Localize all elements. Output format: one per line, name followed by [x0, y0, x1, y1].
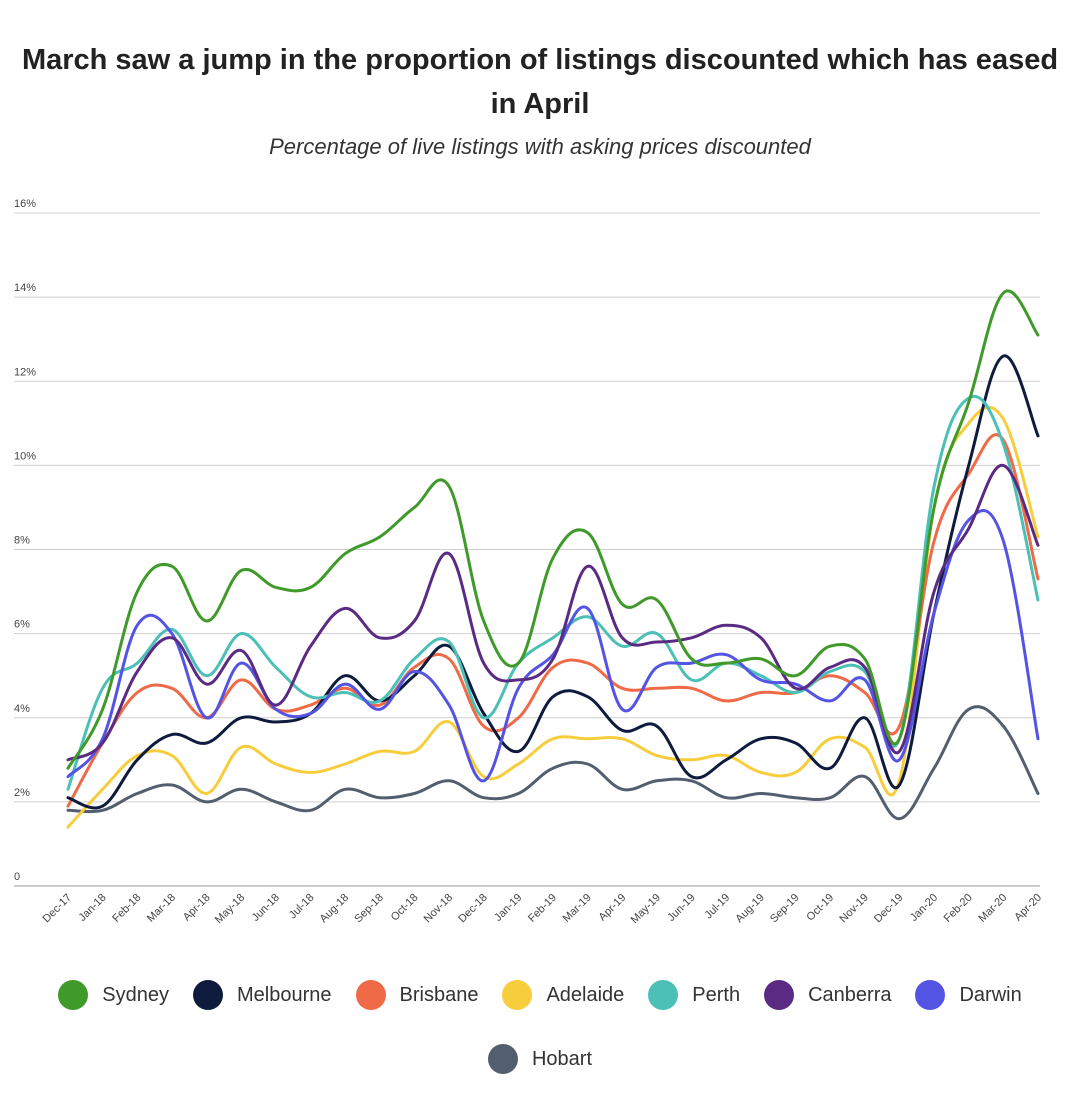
x-tick-label: Feb-20	[942, 892, 975, 925]
legend-label: Perth	[692, 983, 741, 1006]
x-tick-label: Nov-19	[837, 892, 871, 926]
y-tick-label: 6%	[14, 619, 30, 631]
legend-swatch	[192, 980, 223, 1010]
chart-subtitle: Percentage of live listings with asking …	[269, 134, 811, 159]
legend-label: Canberra	[808, 983, 892, 1006]
legend-item-canberra[interactable]: Canberra	[764, 975, 891, 1015]
legend-label: Hobart	[531, 1047, 593, 1070]
x-tick-label: Mar-18	[145, 892, 178, 925]
x-tick-label: Jan-19	[492, 892, 524, 924]
legend-swatch	[58, 980, 89, 1010]
legend: Sydney Melbourne Brisbane Adelaide Perth Canb…	[20, 975, 1060, 1079]
x-tick-label: Apr-19	[597, 892, 629, 924]
x-tick-label: Nov-18	[422, 892, 456, 926]
legend-label: Sydney	[102, 983, 169, 1006]
y-axis-ticks: 0 2% 4% 6% 8% 10% 12% 14% 16%	[14, 198, 36, 883]
x-tick-label: May-19	[629, 892, 663, 926]
grid-lines	[14, 212, 1040, 887]
legend-swatch	[764, 980, 795, 1010]
y-tick-label: 2%	[14, 787, 30, 799]
x-tick-label: Jul-19	[703, 892, 733, 922]
legend-item-perth[interactable]: Perth	[648, 975, 740, 1015]
x-tick-label: Aug-18	[318, 892, 352, 926]
legend-item-melbourne[interactable]: Melbourne	[192, 975, 332, 1015]
x-tick-label: Feb-18	[110, 892, 143, 925]
legend-label: Melbourne	[236, 983, 332, 1006]
legend-label: Brisbane	[399, 983, 479, 1006]
y-tick-label: 12%	[14, 366, 36, 378]
x-tick-label: Dec-17	[41, 892, 75, 926]
y-tick-label: 0	[14, 871, 20, 883]
x-tick-label: Jun-19	[665, 892, 697, 924]
x-tick-label: Mar-19	[561, 892, 594, 925]
x-tick-label: Sep-19	[768, 892, 802, 926]
y-tick-label: 8%	[14, 535, 30, 547]
series-line-canberra	[66, 463, 1040, 762]
legend-item-hobart[interactable]: Hobart	[487, 1039, 593, 1079]
y-tick-label: 10%	[14, 450, 36, 462]
legend-item-adelaide[interactable]: Adelaide	[502, 975, 624, 1015]
chart-title: March saw a jump in the proportion of li…	[21, 44, 1059, 120]
line-chart: 0 2% 4% 6% 8% 10% 12% 14% 16% Dec-17 Jan-18 Feb-18…	[14, 198, 1045, 926]
x-tick-label: Jun-18	[250, 892, 282, 924]
series-line-sydney	[66, 289, 1040, 770]
series-line-melbourne	[66, 354, 1040, 810]
x-tick-label: Jan-20	[908, 892, 940, 924]
legend-swatch	[487, 1044, 518, 1074]
legend-swatch	[502, 980, 533, 1010]
series-line-hobart	[66, 705, 1040, 821]
legend-item-brisbane[interactable]: Brisbane	[355, 975, 479, 1015]
legend-swatch	[915, 980, 946, 1010]
x-tick-label: Jan-18	[76, 892, 108, 924]
x-tick-label: Apr-20	[1012, 892, 1044, 924]
series-line-darwin	[66, 509, 1040, 783]
y-tick-label: 14%	[14, 282, 36, 294]
legend-item-darwin[interactable]: Darwin	[915, 975, 1022, 1015]
legend-label: Adelaide	[546, 983, 625, 1006]
x-tick-label: Aug-19	[733, 892, 767, 926]
y-tick-label: 4%	[14, 703, 30, 715]
legend-swatch	[355, 980, 386, 1010]
x-tick-label: Feb-19	[526, 892, 559, 925]
x-tick-label: May-18	[213, 892, 247, 926]
legend-label: Darwin	[959, 983, 1022, 1006]
legend-item-sydney[interactable]: Sydney	[58, 975, 169, 1015]
series-lines	[66, 289, 1040, 829]
x-tick-label: Oct-18	[389, 892, 421, 924]
legend-swatch	[648, 980, 679, 1010]
series-line-perth	[66, 394, 1040, 791]
y-tick-label: 16%	[14, 198, 36, 210]
x-tick-label: Apr-18	[181, 892, 213, 924]
x-tick-label: Jul-18	[287, 892, 317, 922]
x-tick-label: Dec-19	[872, 892, 906, 926]
x-tick-label: Mar-20	[976, 892, 1009, 925]
x-tick-label: Sep-18	[352, 892, 386, 926]
x-tick-label: Dec-18	[456, 892, 490, 926]
x-axis-ticks: Dec-17 Jan-18 Feb-18 Mar-18 Apr-18 May-18 Jun-…	[41, 892, 1045, 926]
x-tick-label: Oct-19	[804, 892, 836, 924]
